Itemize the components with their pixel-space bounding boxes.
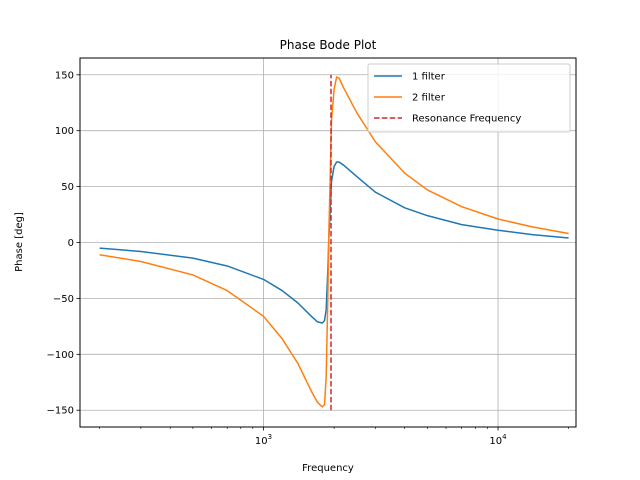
legend-label: 1 filter bbox=[412, 72, 446, 83]
series-line-2-filter bbox=[99, 76, 569, 408]
chart-title: Phase Bode Plot bbox=[280, 38, 377, 52]
legend-label: 2 filter bbox=[412, 93, 446, 104]
legend-box bbox=[367, 63, 571, 133]
x-axis-label: Frequency bbox=[302, 463, 354, 474]
y-tick-label: −50 bbox=[53, 294, 74, 305]
y-tick-label: 100 bbox=[55, 126, 74, 137]
legend-label: Resonance Frequency bbox=[412, 114, 521, 125]
y-tick-label: −150 bbox=[47, 406, 74, 417]
legend: 1 filter 2 filter Resonance Frequency bbox=[367, 63, 571, 133]
y-tick-label: 150 bbox=[55, 70, 74, 81]
y-tick-label: 50 bbox=[61, 182, 74, 193]
x-tick-label: 103 bbox=[255, 433, 272, 447]
y-axis-label: Phase [deg] bbox=[14, 212, 25, 272]
y-tick-label: −100 bbox=[47, 350, 74, 361]
y-tick-label: 0 bbox=[68, 238, 74, 249]
x-ticks: 103 104 bbox=[99, 427, 569, 447]
plot-lines bbox=[99, 74, 569, 411]
y-ticks: 150 100 50 0 −50 −100 −150 bbox=[47, 70, 80, 417]
x-tick-label: 104 bbox=[489, 433, 507, 447]
